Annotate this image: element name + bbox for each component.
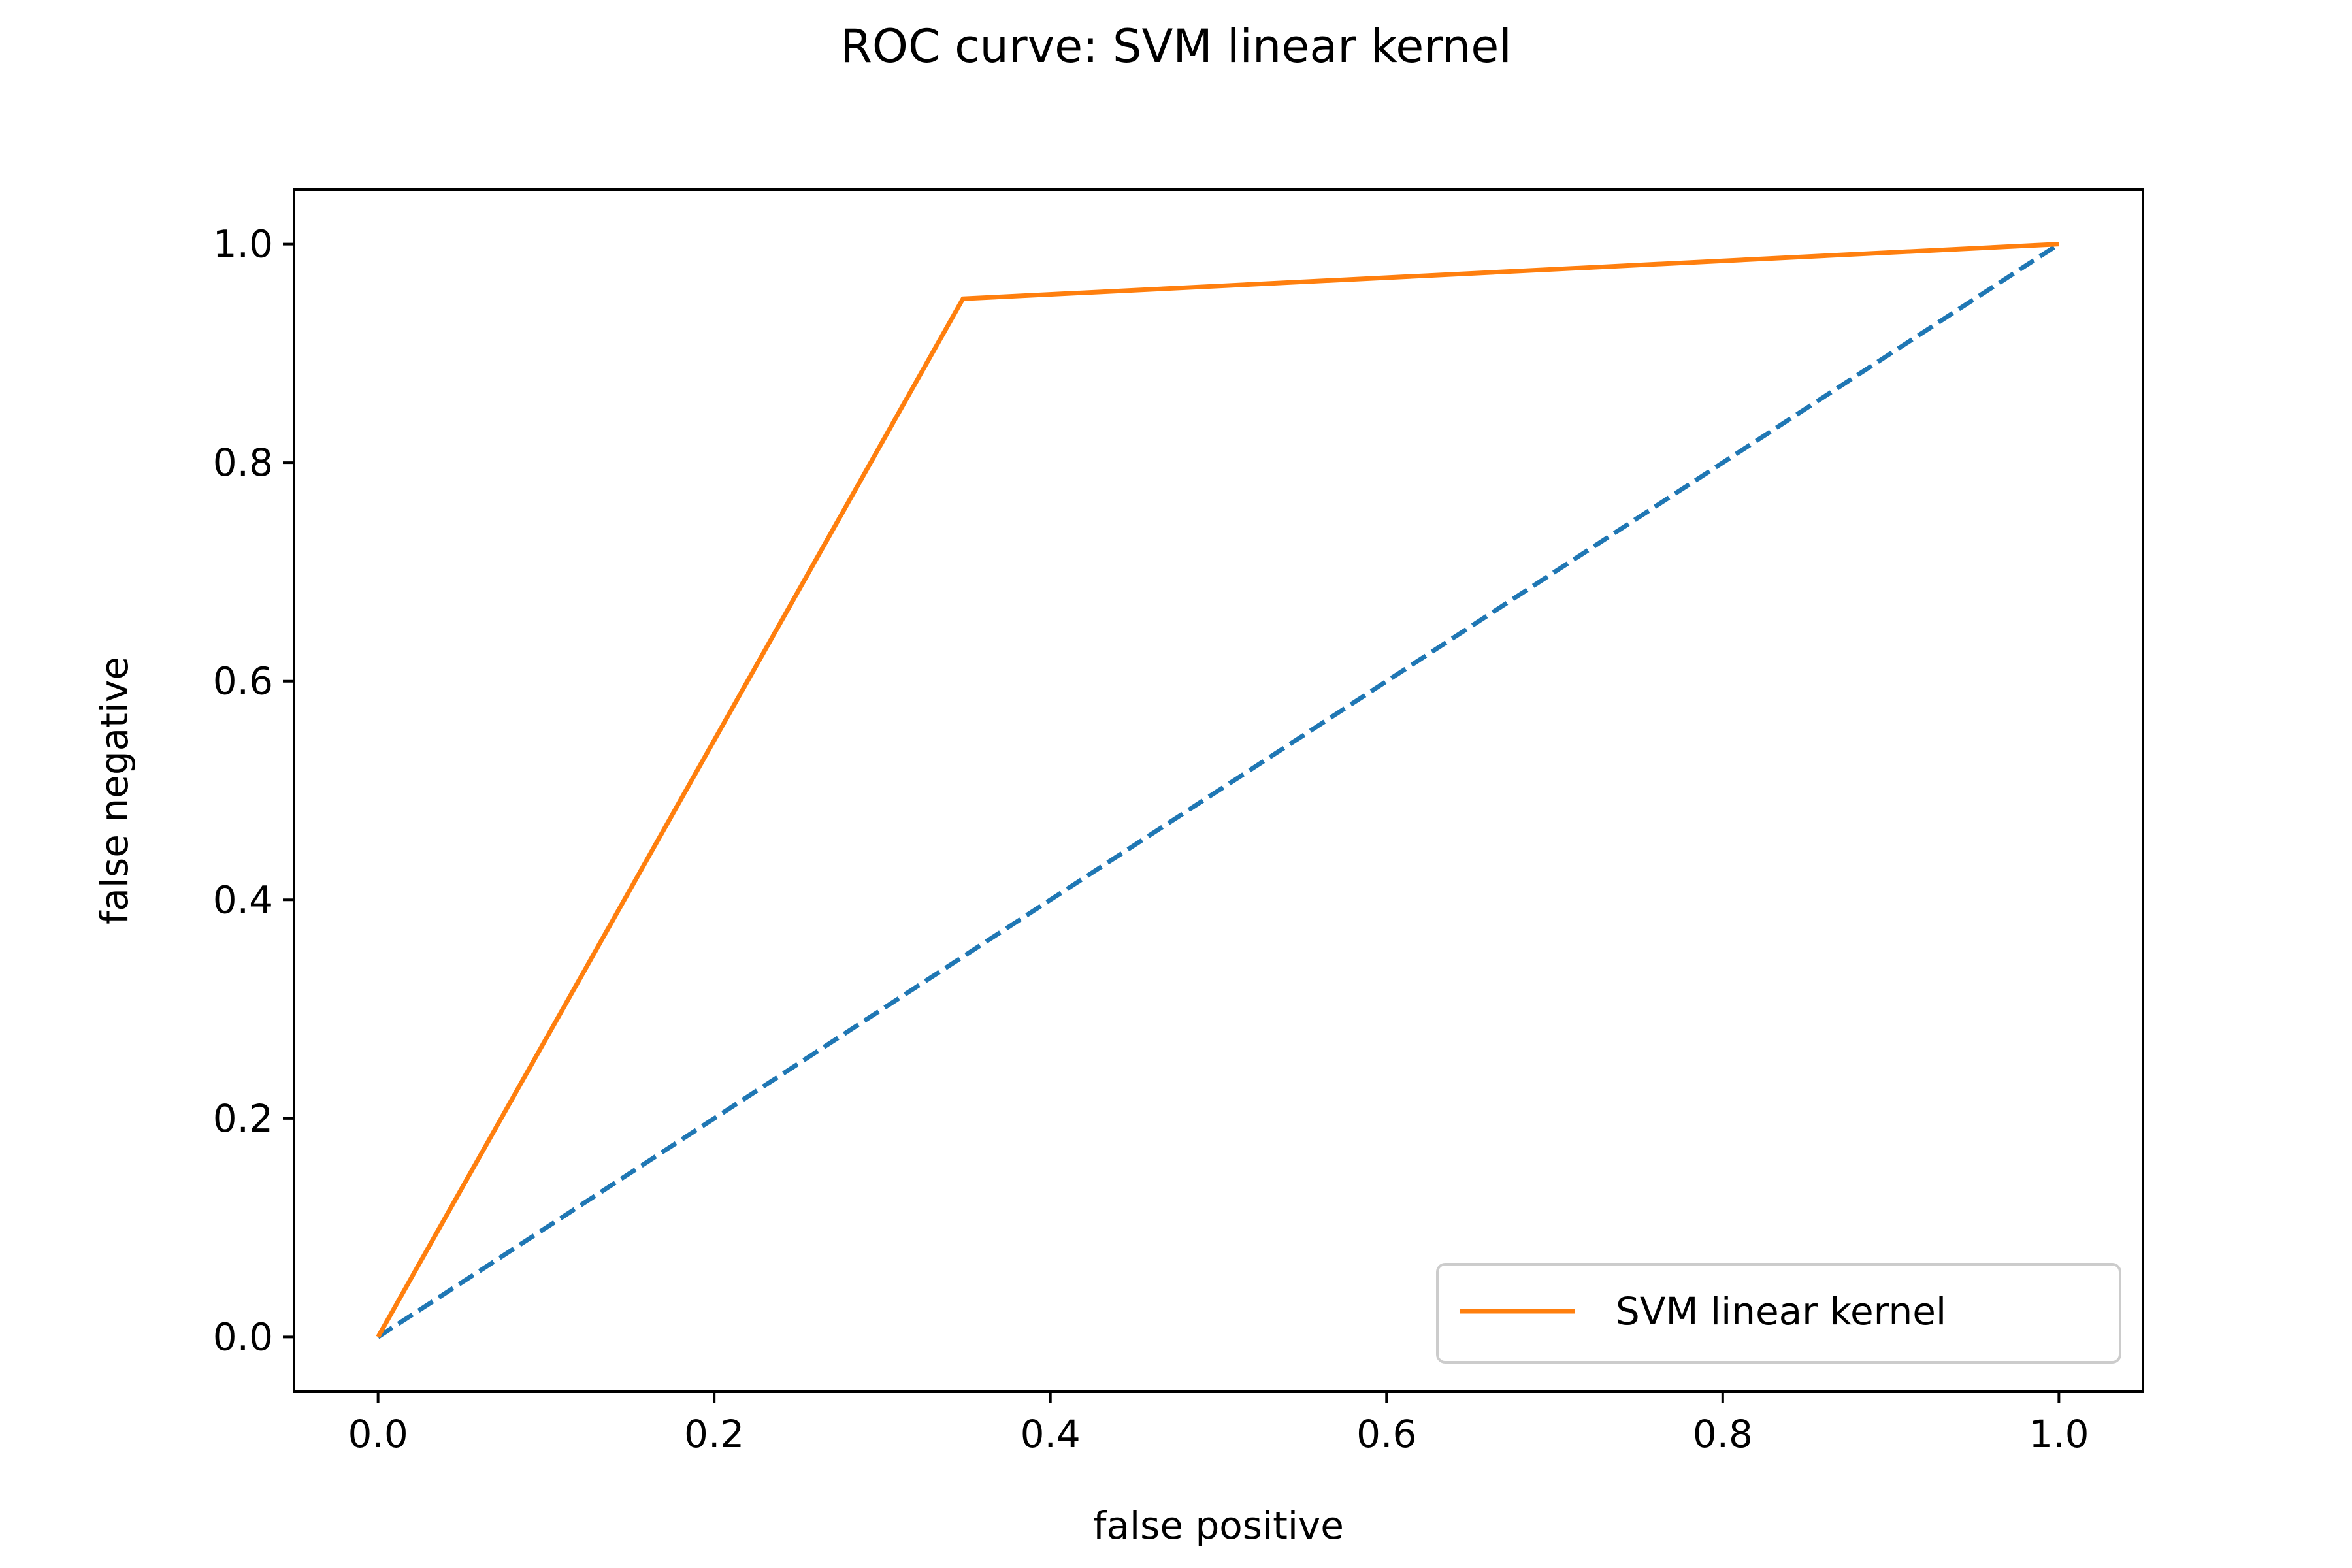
x-tick-label: 0.2: [684, 1412, 744, 1456]
y-tick-label: 0.2: [213, 1096, 273, 1141]
y-tick-label: 1.0: [213, 222, 273, 267]
series-layer: [376, 242, 2061, 1339]
y-tick-label: 0.8: [213, 440, 273, 485]
legend-box: [1436, 1263, 2121, 1364]
x-tick-label: 1.0: [2029, 1412, 2089, 1456]
chart-title: ROC curve: SVM linear kernel: [840, 20, 1512, 73]
legend: SVM linear kernel: [1436, 1263, 2121, 1364]
y-axis: 0.0 0.2 0.4 0.6 0.8 1.0: [213, 222, 294, 1359]
diagonal-reference-line: [376, 242, 2061, 1339]
x-axis: 0.0 0.2 0.4 0.6 0.8 1.0: [348, 1392, 2089, 1456]
x-tick-label: 0.0: [348, 1412, 408, 1456]
y-tick-label: 0.0: [213, 1315, 273, 1359]
x-tick-label: 0.6: [1356, 1412, 1416, 1456]
plot-frame: [293, 188, 2144, 1393]
y-axis-label: false negative: [92, 657, 137, 924]
x-tick-label: 0.4: [1021, 1412, 1081, 1456]
y-tick-label: 0.6: [213, 659, 273, 704]
x-tick-label: 0.8: [1693, 1412, 1753, 1456]
x-axis-label: false positive: [1093, 1503, 1344, 1548]
y-tick-label: 0.4: [213, 877, 273, 922]
roc-curve-line: [376, 242, 2059, 1339]
legend-label: SVM linear kernel: [1616, 1289, 1946, 1333]
